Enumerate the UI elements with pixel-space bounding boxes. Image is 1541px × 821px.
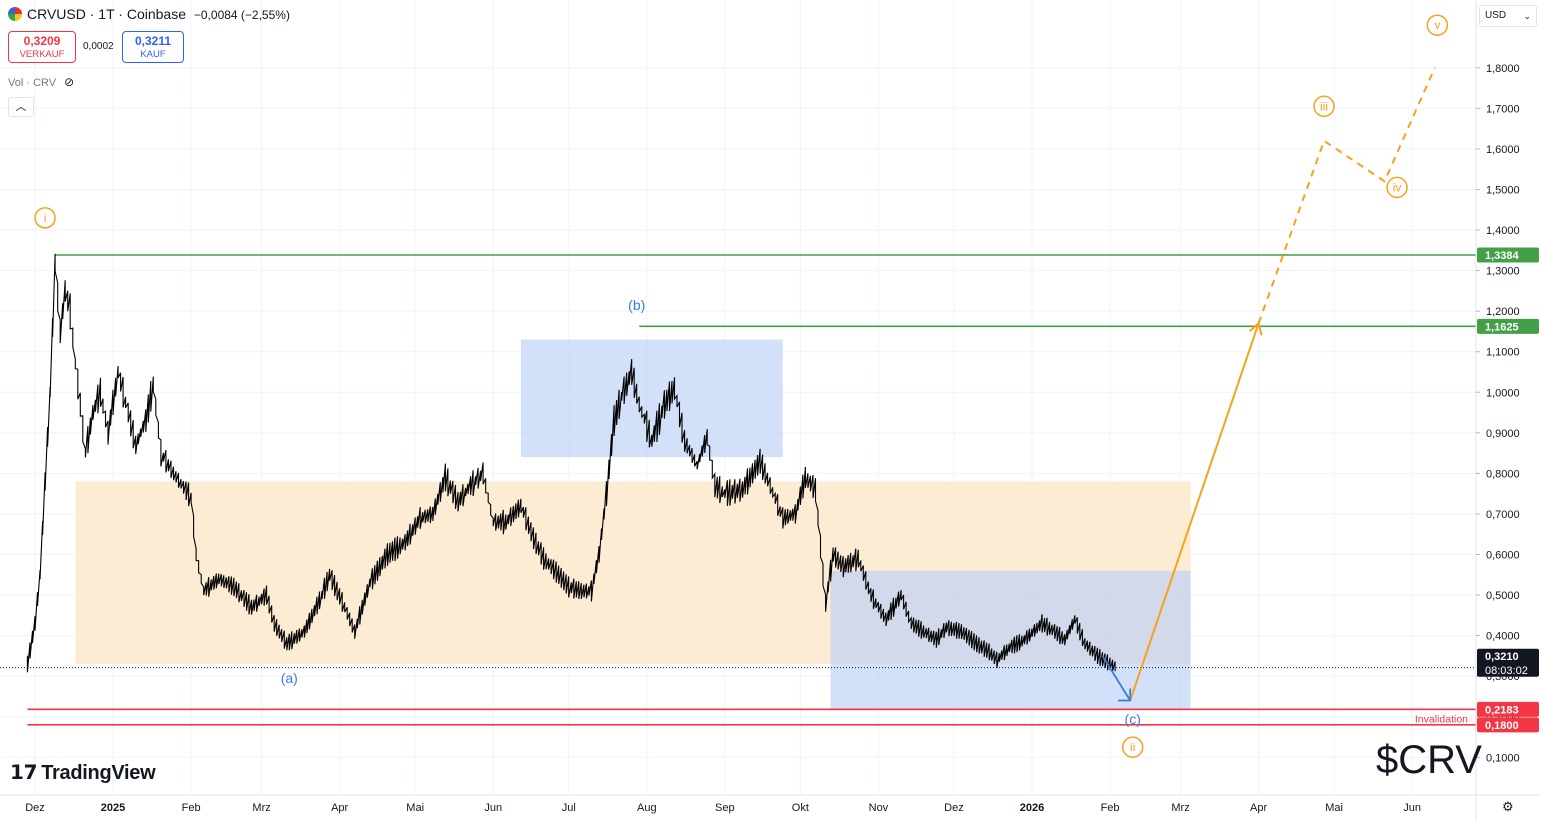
currency-value: USD — [1485, 10, 1507, 21]
wave-label: v — [1434, 18, 1440, 32]
eye-hidden-icon[interactable]: ⊘ — [64, 75, 75, 89]
volume-indicator[interactable]: Vol · CRV ⊘ — [8, 75, 74, 89]
y-tick-label: 1,6000 — [1486, 144, 1520, 156]
x-tick-label: Feb — [182, 802, 201, 814]
price-tag-bg — [1477, 701, 1539, 717]
curve-logo-icon — [8, 7, 22, 21]
x-tick-label: Apr — [1250, 802, 1267, 814]
x-tick-label: Dez — [944, 802, 964, 814]
buy-label: KAUF — [140, 49, 166, 60]
brand-name: TradingView — [41, 762, 156, 784]
x-tick-label: Dez — [25, 802, 45, 814]
blue-arrowhead — [1118, 688, 1132, 702]
x-tick-label: Jul — [562, 802, 576, 814]
wave-circle — [1313, 95, 1335, 118]
wave-circle — [1386, 176, 1408, 199]
x-tick-label: Mai — [1325, 802, 1343, 814]
wave-circle — [34, 207, 56, 229]
y-tick-label: 1,4000 — [1486, 225, 1520, 237]
price-series — [26, 253, 1116, 673]
price-change: −0,0084 (−2,55%) — [193, 8, 290, 22]
x-tick-label: Jun — [484, 802, 502, 814]
price-candles — [26, 253, 1116, 673]
y-tick-label: 0,4000 — [1486, 631, 1520, 643]
chevron-down-icon: ⌄ — [1523, 11, 1531, 21]
chevron-up-icon: ︿ — [15, 101, 27, 113]
buy-price: 0,3211 — [134, 34, 172, 48]
wave-label: iii — [1320, 99, 1328, 113]
x-tick-label: Mrz — [1171, 802, 1189, 814]
x-tick-label: 2026 — [1020, 802, 1044, 814]
wave-label: ii — [1130, 740, 1135, 754]
price-tag-bg — [1477, 247, 1539, 263]
projection-dashed-line — [1257, 67, 1436, 324]
x-tick-label: Nov — [869, 802, 889, 814]
buy-button[interactable]: 0,3211 KAUF — [122, 31, 184, 63]
x-tick-label: Feb — [1101, 802, 1120, 814]
sell-price: 0,3209 — [23, 34, 61, 48]
price-tag-label: 0,2183 — [1485, 704, 1519, 716]
x-tick-label: Sep — [715, 802, 735, 814]
price-tag-bg — [1477, 318, 1539, 334]
price-tag-label: 1,1625 — [1485, 321, 1519, 333]
zone-boxes — [75, 339, 1191, 709]
wave-circle — [1121, 736, 1144, 758]
currency-select[interactable]: USD ⌄ — [1479, 5, 1537, 27]
y-tick-label: 1,2000 — [1486, 306, 1520, 318]
wave-label: (c) — [1125, 711, 1141, 727]
invalidation-label: Invalidation — [1415, 713, 1468, 725]
spread-value: 0,0002 — [83, 41, 114, 52]
wave-label: iv — [1393, 180, 1402, 194]
x-tick-label: Mai — [406, 802, 424, 814]
zone-box — [830, 570, 1191, 709]
y-tick-label: 1,0000 — [1486, 387, 1520, 399]
wave-label: (b) — [628, 297, 645, 313]
blue-arrow-line — [1101, 655, 1131, 701]
price-tag-label: 0,3210 — [1485, 651, 1519, 663]
y-tick-label: 0,9000 — [1486, 428, 1520, 440]
x-tick-label: Jun — [1403, 802, 1421, 814]
x-tick-label: Aug — [637, 802, 657, 814]
ticker-watermark: $CRV — [1376, 738, 1482, 782]
x-tick-label: Okt — [792, 802, 809, 814]
wave-label: i — [44, 211, 47, 225]
y-tick-label: 0,5000 — [1486, 590, 1520, 602]
price-tag-bg — [1477, 717, 1539, 733]
wave-label: 3 — [1433, 0, 1442, 2]
wave-circle — [1426, 14, 1449, 36]
symbol-header[interactable]: CRVUSD · 1T · Coinbase −0,0084 (−2,55%) — [8, 6, 290, 22]
y-tick-label: 0,1000 — [1486, 752, 1520, 764]
y-tick-label: 1,8000 — [1486, 63, 1520, 75]
y-tick-label: 1,1000 — [1486, 347, 1520, 359]
price-tags: 1,3384 1,1625 0,3210 08:03:02 0,2183 0,1800 — [1477, 247, 1539, 733]
horizontal-levels: Invalidation — [0, 254, 1476, 726]
y-tick-label: 1,3000 — [1486, 266, 1520, 278]
wave-labels: i(b)(a)(c)iiiiiivv3 — [34, 0, 1449, 758]
price-tag-bg — [1477, 648, 1539, 677]
countdown-label: 08:03:02 — [1485, 665, 1528, 677]
tradingview-logo-icon: 𝟭𝟳 — [10, 762, 38, 784]
sell-label: VERKAUF — [19, 49, 65, 60]
symbol-line: CRVUSD · 1T · Coinbase — [27, 6, 186, 22]
y-tick-label: 0,8000 — [1486, 468, 1520, 480]
projection-arrowhead — [1248, 321, 1263, 336]
y-tick-label: 1,5000 — [1486, 184, 1520, 196]
projection-solid-line — [1129, 322, 1260, 701]
x-tick-label: Mrz — [252, 802, 270, 814]
y-tick-label: 0,7000 — [1486, 509, 1520, 521]
price-tag-label: 1,3384 — [1485, 250, 1520, 262]
projection-paths — [1101, 67, 1436, 702]
price-tag-label: 0,1800 — [1485, 720, 1519, 732]
x-tick-label: 2025 — [101, 802, 125, 814]
wave-label: (a) — [281, 670, 298, 686]
volume-label: Vol · CRV — [8, 77, 57, 89]
settings-gear-icon[interactable]: ⚙ — [1502, 799, 1514, 814]
tradingview-brand[interactable]: 𝟭𝟳 TradingView — [10, 760, 156, 785]
y-tick-label: 0,6000 — [1486, 550, 1520, 562]
sell-button[interactable]: 0,3209 VERKAUF — [8, 31, 76, 63]
x-tick-label: Apr — [331, 802, 348, 814]
y-tick-label: 1,7000 — [1486, 103, 1520, 115]
collapse-legend-button[interactable]: ︿ — [8, 97, 34, 117]
